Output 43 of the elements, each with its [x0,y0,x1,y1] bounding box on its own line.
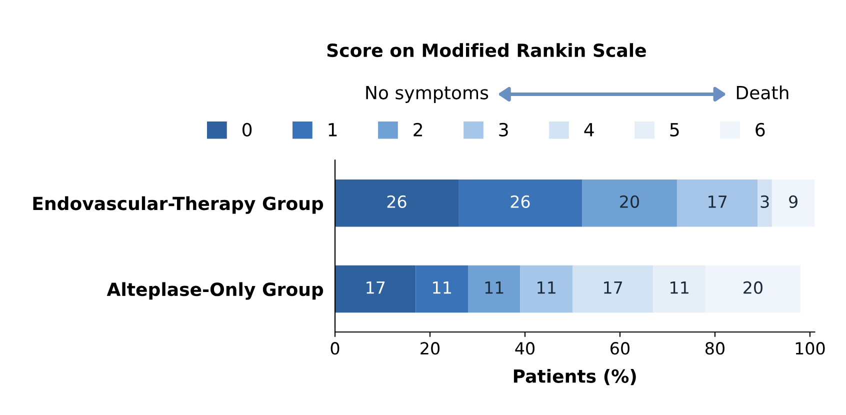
data-label: 17 [366,281,385,294]
bar [572,265,654,313]
legend-label: 5 [670,123,679,137]
bar [468,265,520,313]
x-axis-title: Patients (%) [514,368,636,386]
bar [772,180,815,227]
x-tick-label: 20 [420,342,440,355]
text: No symptoms [366,86,488,103]
data-label: 11 [670,281,688,294]
legend-label: 2 [414,122,422,136]
text: Death [736,85,788,100]
y-tick-label: Endovascular-Therapy Group [33,196,324,214]
y-tick-label: Alteplase-Only Group [106,282,324,300]
legend-label: 1 [328,123,337,136]
legend-label: 0 [242,122,252,137]
data-label: 20 [620,195,639,208]
data-label: 9 [789,195,798,208]
bar [416,265,468,313]
data-label: 20 [744,281,762,294]
chart-title: Score on Modified Rankin Scale [327,43,646,58]
x-tick-label: 80 [705,342,724,355]
bar [335,180,458,227]
x-tick-label: 0 [330,342,340,355]
legend-label: 4 [584,123,594,136]
bar [758,180,772,227]
x-tick-label: 60 [610,342,630,355]
x-tick-label: 100 [796,342,825,355]
bar [520,265,572,313]
data-label: 11 [433,281,451,294]
data-label: 17 [604,281,622,294]
x-tick-label: 40 [515,342,534,355]
data-label: 26 [387,195,406,208]
bar [676,180,758,227]
data-label: 11 [485,281,504,294]
legend-label: 6 [756,122,765,137]
bar [582,180,677,227]
bar [458,180,582,227]
data-label: 26 [510,195,530,208]
data-label: 11 [538,281,556,294]
bar [335,265,416,313]
legend-label: 3 [499,122,508,137]
data-label: 17 [708,196,727,208]
data-label: 3 [760,195,769,208]
